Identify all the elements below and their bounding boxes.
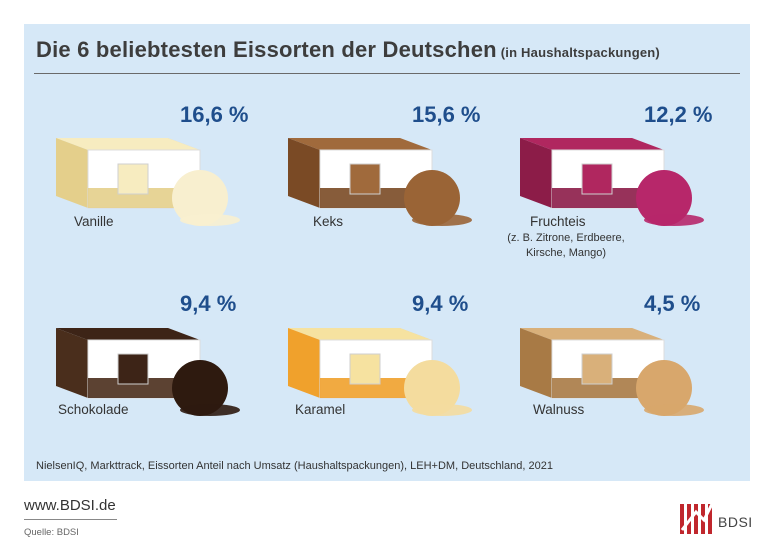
logo-text: BDSI: [718, 514, 753, 530]
percent-value-2: 12,2 %: [644, 102, 713, 127]
url-underline: [24, 519, 117, 520]
product-illustration-3: [56, 328, 240, 416]
percent-value-4: 9,4 %: [412, 291, 469, 316]
product-illustration-4: [288, 328, 472, 416]
product-illustration-5: [520, 328, 704, 416]
source-credit: Quelle: BDSI: [24, 527, 79, 538]
flavor-label-5: Walnuss: [533, 402, 585, 417]
flavor-label-3: Schokolade: [58, 402, 129, 417]
flavor-label-2: Fruchteis: [530, 214, 586, 229]
percent-value-1: 15,6 %: [412, 102, 481, 127]
title-divider: [34, 73, 740, 74]
percent-value-3: 9,4 %: [180, 291, 237, 316]
product-illustration-2: [520, 138, 704, 226]
product-illustration-1: [288, 138, 472, 226]
data-source-line: NielsenIQ, Markttrack, Eissorten Anteil …: [36, 460, 553, 472]
flavor-label-0: Vanille: [74, 214, 114, 229]
chart-title: Die 6 beliebtesten Eissorten der Deutsch…: [36, 37, 660, 62]
bdsi-logo-icon: [680, 501, 714, 534]
flavor-note-2: (z. B. Zitrone, Erdbeere, Kirsche, Mango…: [507, 232, 625, 259]
percent-value-0: 16,6 %: [180, 102, 249, 127]
flavor-label-1: Keks: [313, 214, 344, 229]
percent-value-5: 4,5 %: [644, 291, 701, 316]
website-link[interactable]: www.BDSI.de: [24, 497, 116, 514]
chart-subtitle: (in Haushaltspackungen): [500, 45, 660, 60]
product-illustration-0: [56, 138, 240, 226]
flavor-label-4: Karamel: [295, 402, 346, 417]
infographic-panel: Die 6 beliebtesten Eissorten der Deutsch…: [24, 24, 750, 481]
